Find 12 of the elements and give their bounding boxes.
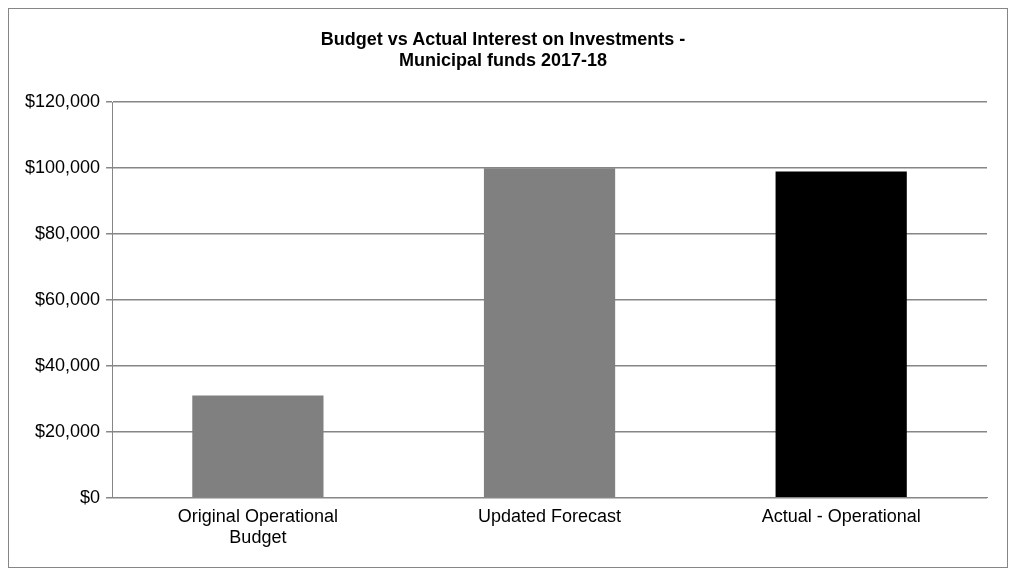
y-tick-label: $60,000 bbox=[35, 288, 101, 309]
y-tick-label: $0 bbox=[80, 486, 101, 507]
x-tick-label: Actual - Operational bbox=[761, 505, 921, 526]
x-tick-label: Original Operational Budget bbox=[177, 505, 338, 548]
x-tick-label: Updated Forecast bbox=[478, 505, 622, 526]
y-tick-label: $120,000 bbox=[25, 91, 101, 112]
y-tick-label: $100,000 bbox=[25, 157, 101, 178]
y-tick-label: $80,000 bbox=[35, 223, 101, 244]
bar bbox=[775, 171, 907, 498]
y-tick-label: $40,000 bbox=[35, 354, 101, 375]
y-tick-label: $20,000 bbox=[35, 420, 101, 441]
chart-title: Budget vs Actual Interest on Investments - Municipal funds 2017-18 bbox=[320, 28, 686, 71]
